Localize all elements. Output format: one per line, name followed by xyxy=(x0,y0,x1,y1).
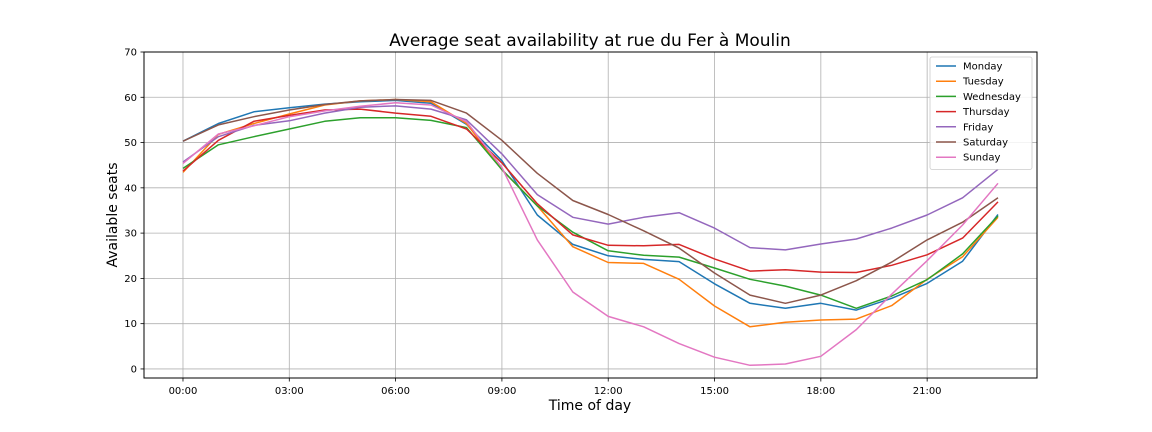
plot-frame xyxy=(143,51,1038,379)
series-line-tuesday xyxy=(182,98,999,328)
series-line-thursday xyxy=(182,108,999,274)
x-tick-label: 09:00 xyxy=(487,386,516,397)
series-line-saturday xyxy=(182,98,999,305)
legend-label-saturday: Saturday xyxy=(963,138,1008,149)
legend-label-tuesday: Tuesday xyxy=(962,77,1004,88)
x-tick-label: 15:00 xyxy=(700,386,729,397)
y-axis: 0 10 20 30 40 50 60 70 xyxy=(124,48,144,375)
y-tick-label: 40 xyxy=(124,183,137,194)
series-line-sunday xyxy=(182,101,999,367)
x-tick-label: 00:00 xyxy=(169,386,198,397)
x-axis: 00:00 03:00 06:00 09:00 12:00 15:00 18:00 21:00 xyxy=(169,378,942,397)
series-lines xyxy=(182,98,999,367)
legend-label-friday: Friday xyxy=(963,122,993,133)
y-tick-label: 60 xyxy=(124,93,137,104)
x-tick-label: 18:00 xyxy=(806,386,835,397)
x-tick-label: 12:00 xyxy=(594,386,623,397)
legend-label-sunday: Sunday xyxy=(963,153,1000,164)
y-tick-label: 70 xyxy=(124,48,137,59)
y-tick-label: 10 xyxy=(124,319,137,330)
y-tick-label: 50 xyxy=(124,138,137,149)
x-tick-label: 06:00 xyxy=(381,386,410,397)
x-axis-label: Time of day xyxy=(548,398,631,414)
y-tick-label: 20 xyxy=(124,274,137,285)
legend-label-thursday: Thursday xyxy=(962,107,1010,118)
x-tick-label: 21:00 xyxy=(913,386,942,397)
series-line-wednesday xyxy=(182,116,999,310)
y-axis-label: Available seats xyxy=(105,162,121,267)
x-tick-label: 03:00 xyxy=(275,386,304,397)
chart-title: Average seat availability at rue du Fer … xyxy=(389,31,791,51)
legend-label-monday: Monday xyxy=(963,62,1003,73)
legend-label-wednesday: Wednesday xyxy=(963,92,1021,103)
y-tick-label: 0 xyxy=(131,364,137,375)
series-line-friday xyxy=(182,105,999,251)
legend: Monday Tuesday Wednesday Thursday Friday Satu… xyxy=(929,56,1033,170)
y-tick-label: 30 xyxy=(124,229,137,240)
